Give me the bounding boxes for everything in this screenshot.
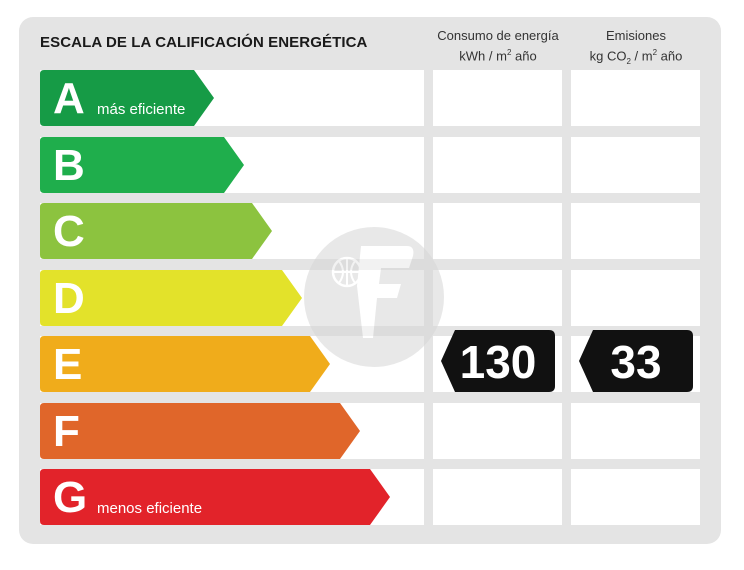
energy-cell (433, 203, 562, 259)
emissions-cell (571, 270, 700, 326)
rating-letter: C (53, 207, 85, 256)
emissions-cell (571, 203, 700, 259)
emissions-column-header: Emisiones kg CO2 / m2 año (570, 27, 702, 70)
rating-arrow-shape (40, 403, 360, 459)
emissions-cell (571, 70, 700, 126)
emissions-value: 33 (610, 336, 662, 388)
rating-letter: E (53, 340, 83, 389)
rating-letter: B (53, 141, 85, 190)
emissions-cell (571, 403, 700, 459)
rating-arrow-shape (40, 137, 244, 193)
rating-letter: A (53, 74, 85, 123)
energy-value-badge: 130 (441, 330, 555, 392)
emissions-cell (571, 469, 700, 525)
energy-column-header: Consumo de energía kWh / m2 año (432, 27, 564, 64)
scale-title: ESCALA DE LA CALIFICACIÓN ENERGÉTICA (40, 34, 368, 51)
rating-letter: F (53, 407, 80, 456)
rating-arrow-shape (40, 469, 390, 525)
energy-column-unit: kWh / m2 año (459, 48, 537, 64)
energy-cell (433, 70, 562, 126)
rating-letter: D (53, 274, 85, 323)
energy-cell (433, 270, 562, 326)
emissions-column-title: Emisiones (606, 28, 666, 43)
rating-caption: más eficiente (97, 101, 186, 118)
emissions-column-unit: kg CO2 / m2 año (589, 48, 683, 66)
rating-arrow-shape (40, 203, 272, 259)
energy-cell (433, 137, 562, 193)
energy-cell (433, 469, 562, 525)
rating-arrow-shape (40, 270, 302, 326)
rating-arrow-shape (40, 336, 330, 392)
emissions-value-badge: 33 (579, 330, 693, 392)
energy-value: 130 (459, 336, 537, 388)
energy-column-title: Consumo de energía (437, 28, 559, 43)
rating-caption: menos eficiente (97, 500, 203, 517)
energy-cell (433, 403, 562, 459)
rating-letter: G (53, 473, 88, 522)
rating-arrow-shape (40, 70, 214, 126)
brand-logo-icon (303, 226, 445, 368)
emissions-cell (571, 137, 700, 193)
